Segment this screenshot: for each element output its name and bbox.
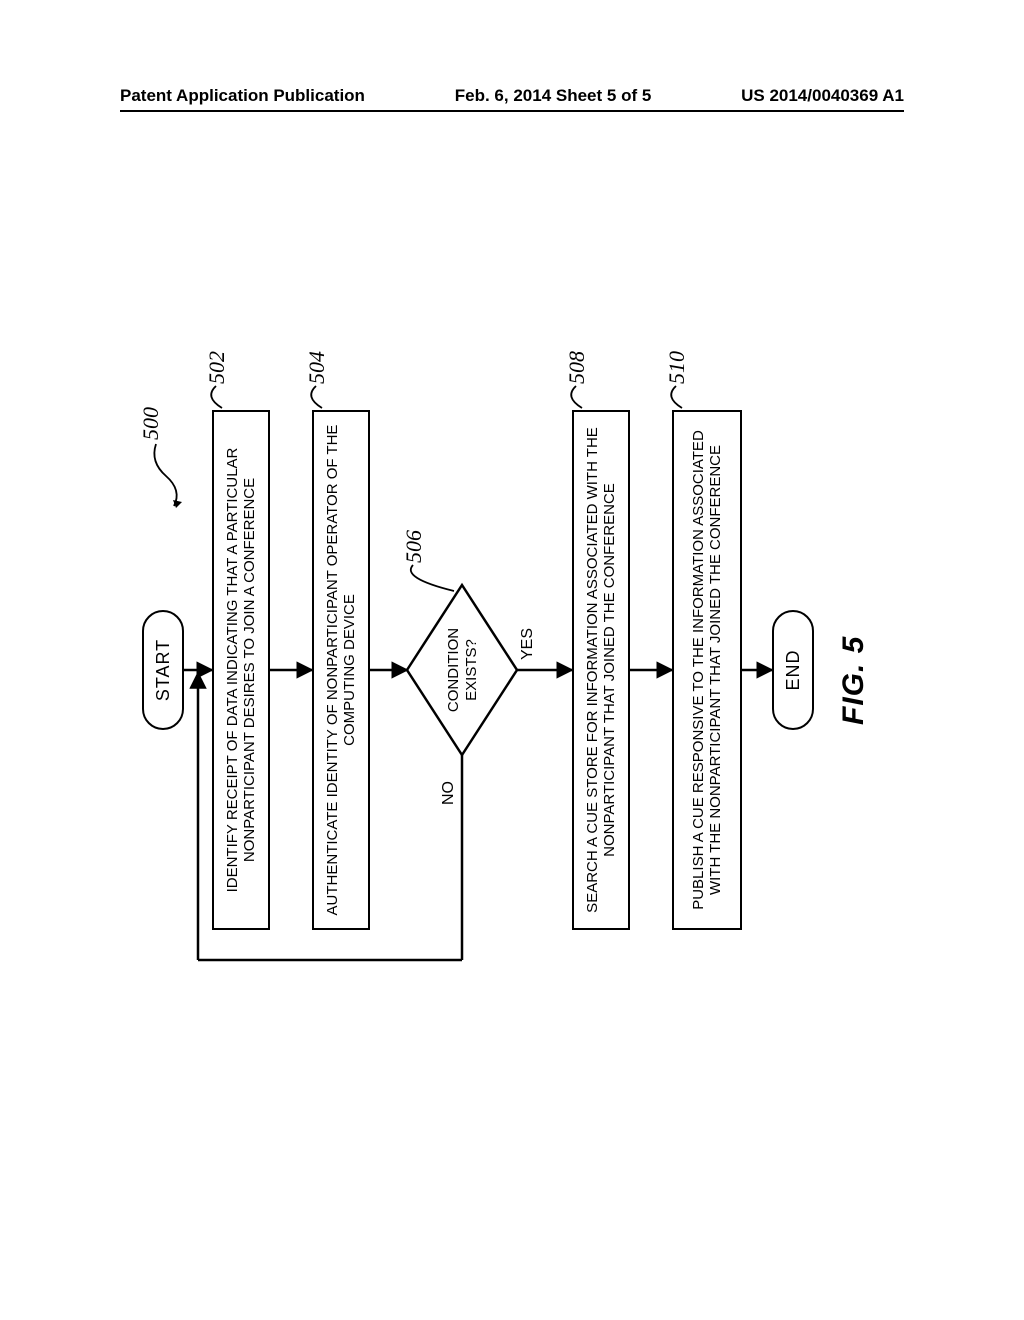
page-header: Patent Application Publication Feb. 6, 2…	[120, 86, 904, 112]
terminator-end: END	[772, 610, 814, 730]
header-right: US 2014/0040369 A1	[741, 86, 904, 106]
header-left: Patent Application Publication	[120, 86, 365, 106]
ref-504: 504	[304, 351, 330, 384]
header-center: Feb. 6, 2014 Sheet 5 of 5	[455, 86, 652, 106]
process-510: PUBLISH A CUE RESPONSIVE TO THE INFORMAT…	[672, 410, 742, 930]
svg-text:EXISTS?: EXISTS?	[463, 639, 480, 701]
flowchart-canvas: CONDITIONEXISTS? START IDENTIFY RECEIPT O…	[132, 360, 892, 980]
svg-text:CONDITION: CONDITION	[445, 628, 462, 712]
ref-510: 510	[664, 351, 690, 384]
ref-500: 500	[138, 407, 164, 440]
process-508: SEARCH A CUE STORE FOR INFORMATION ASSOC…	[572, 410, 630, 930]
figure-caption: FIG. 5	[837, 636, 871, 725]
label-no: NO	[440, 781, 458, 805]
process-504: AUTHENTICATE IDENTITY OF NONPARTICIPANT …	[312, 410, 370, 930]
page: Patent Application Publication Feb. 6, 2…	[0, 0, 1024, 1320]
ref-502: 502	[204, 351, 230, 384]
process-502: IDENTIFY RECEIPT OF DATA INDICATING THAT…	[212, 410, 270, 930]
ref-508: 508	[564, 351, 590, 384]
label-yes: YES	[519, 628, 537, 660]
flowchart-rotated-container: CONDITIONEXISTS? START IDENTIFY RECEIPT O…	[132, 360, 892, 980]
terminator-start: START	[142, 610, 184, 730]
ref-506: 506	[401, 530, 427, 563]
